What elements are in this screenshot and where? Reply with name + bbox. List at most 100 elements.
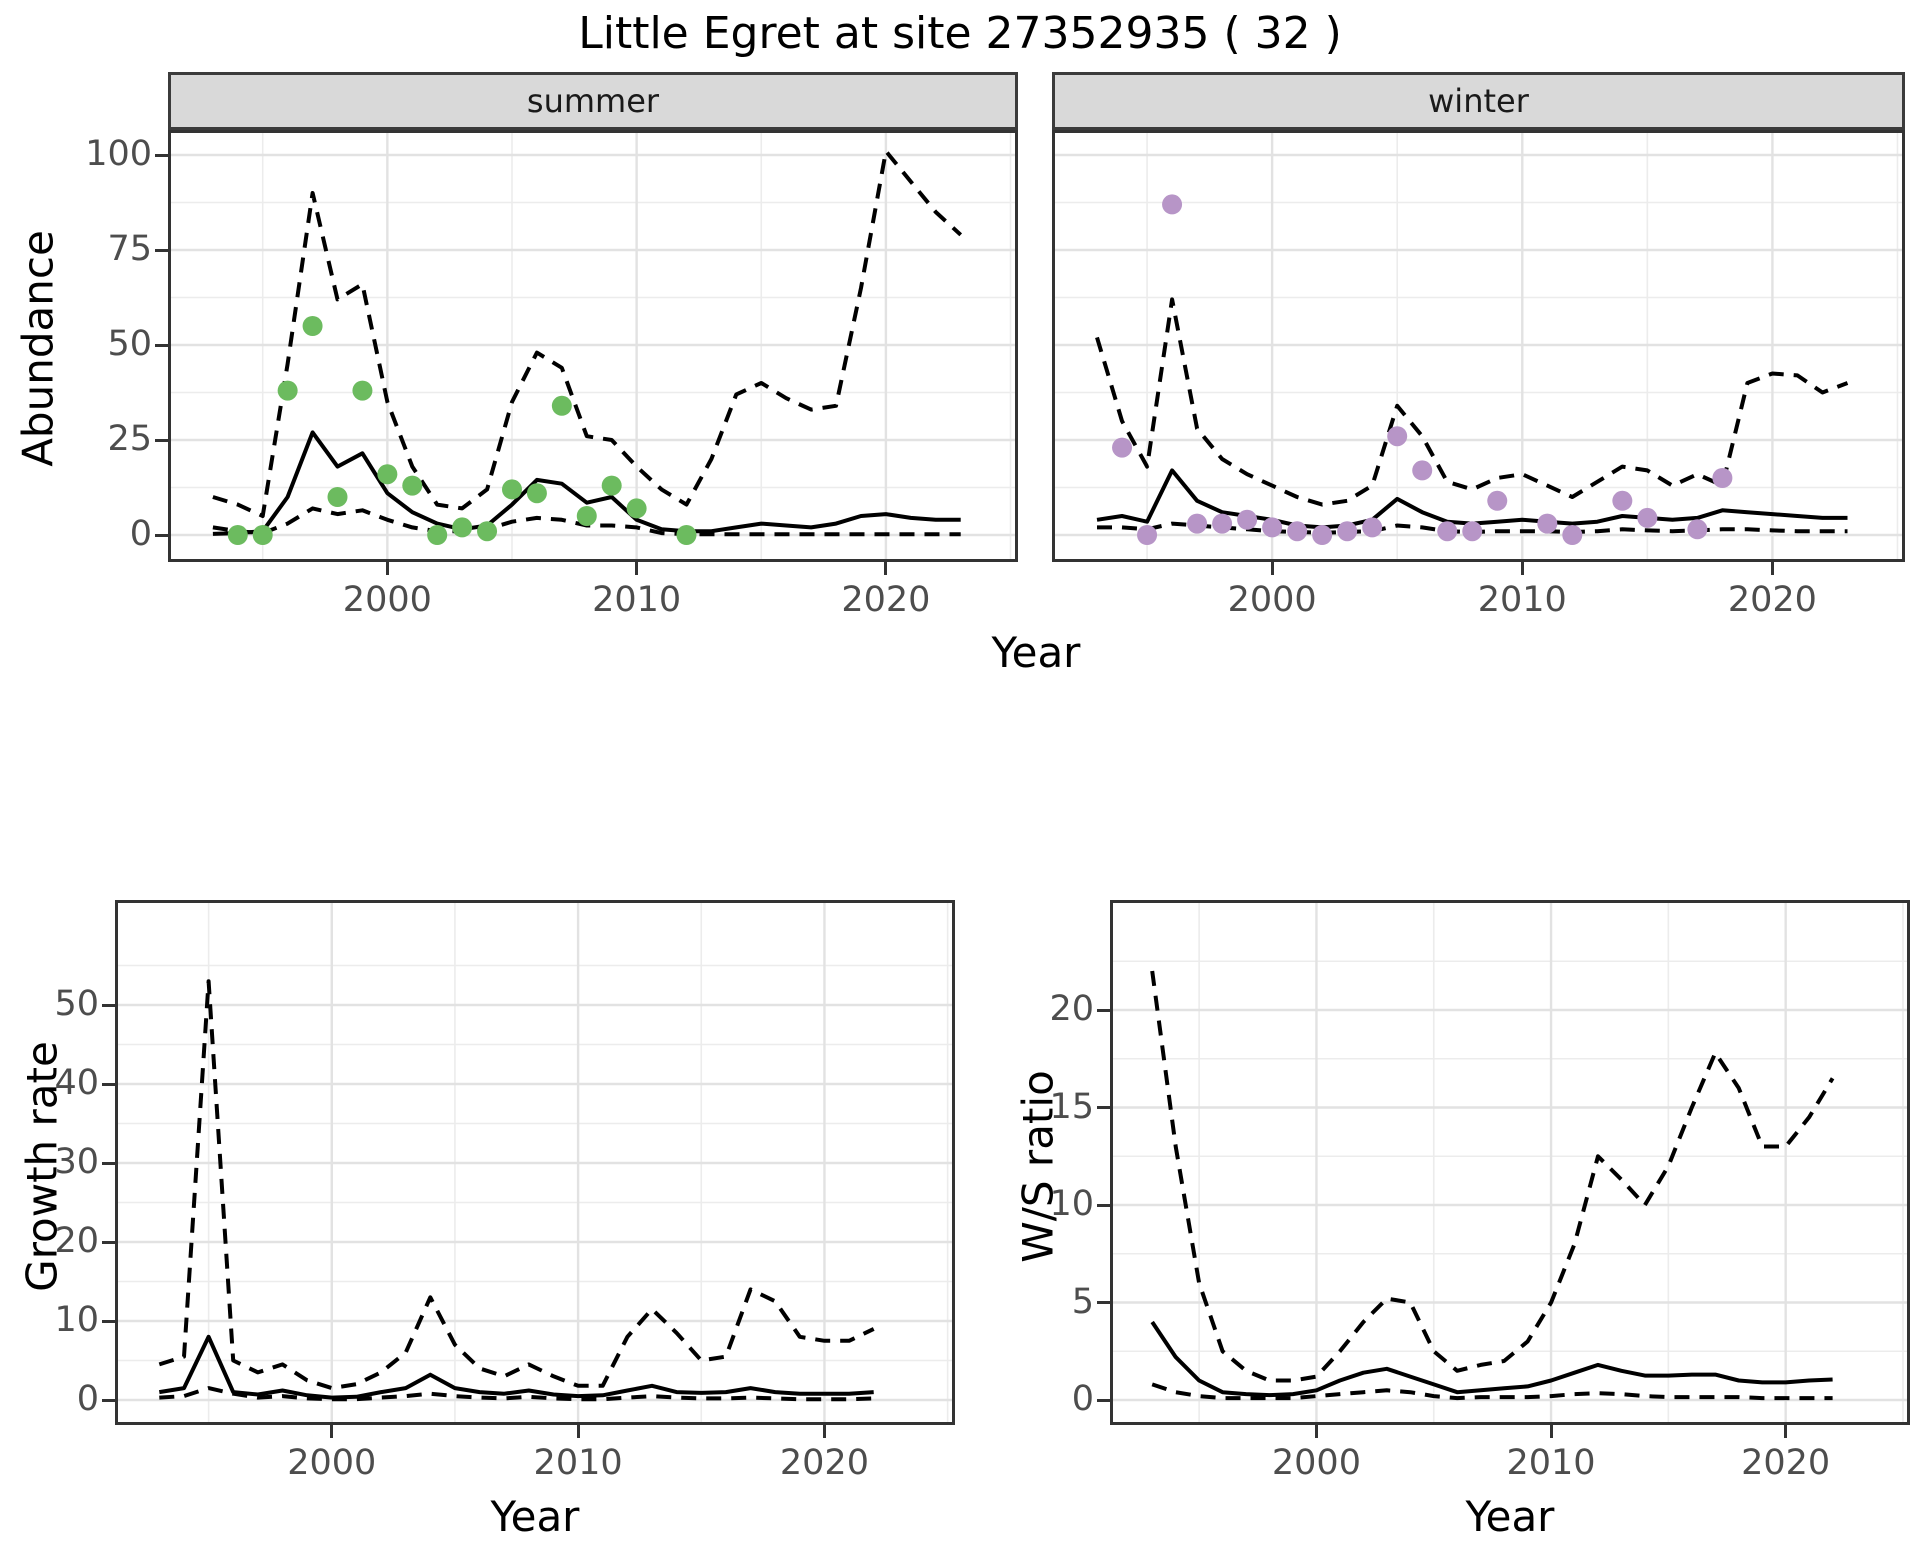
observation-point <box>526 483 547 504</box>
x-tick-label: 2010 <box>1477 580 1567 620</box>
panel-border <box>115 900 955 1425</box>
y-tick-label: 0 <box>1071 1379 1094 1419</box>
observation-point <box>377 464 398 485</box>
facet-strip-summer: summer <box>168 72 1018 130</box>
y-tick-label: 0 <box>76 1379 99 1419</box>
observation-point <box>1287 521 1308 542</box>
observation-point <box>1412 460 1433 481</box>
observation-point <box>1312 525 1333 545</box>
facet-label-summer: summer <box>526 82 660 120</box>
observation-point <box>302 316 323 336</box>
lower-ci-line <box>159 1386 874 1402</box>
x-tick-mark <box>1784 1425 1788 1438</box>
y-tick-label: 100 <box>85 134 152 174</box>
observed-counts-group <box>1112 194 1733 545</box>
upper-ci-line <box>158 979 875 1391</box>
observation-point <box>1712 468 1733 488</box>
observation-point <box>1487 490 1508 511</box>
x-axis-title-year-ws: Year <box>1465 1492 1555 1541</box>
page-title: Little Egret at site 27352935 ( 32 ) <box>578 8 1342 59</box>
x-tick-label: 2000 <box>1227 580 1317 620</box>
observation-point <box>1687 519 1708 540</box>
x-tick-label: 2020 <box>1727 580 1817 620</box>
x-tick-mark <box>576 1425 580 1438</box>
facet-label-winter: winter <box>1428 82 1529 120</box>
y-tick-mark <box>155 153 168 157</box>
x-tick-mark <box>1520 562 1524 575</box>
y-tick-mark <box>1097 1008 1110 1012</box>
observation-point <box>1237 509 1258 530</box>
observation-point <box>551 395 572 416</box>
y-tick-label: 40 <box>54 1063 99 1103</box>
observation-point <box>1437 521 1458 542</box>
y-tick-label: 50 <box>54 984 99 1024</box>
y-tick-label: 20 <box>1049 989 1094 1029</box>
observation-point <box>252 525 273 545</box>
median-line <box>1096 468 1848 530</box>
y-tick-mark <box>155 438 168 442</box>
observation-point <box>676 525 697 545</box>
observation-point <box>1537 513 1558 534</box>
observation-point <box>1337 521 1358 542</box>
x-tick-label: 2000 <box>287 1443 377 1483</box>
observation-point <box>1387 426 1408 447</box>
y-tick-label: 5 <box>1071 1281 1094 1322</box>
y-tick-mark <box>102 1082 115 1086</box>
observation-point <box>1137 525 1158 545</box>
x-tick-mark <box>1770 562 1774 575</box>
observation-point <box>1562 525 1583 545</box>
observation-point <box>1612 490 1633 511</box>
y-tick-mark <box>155 248 168 252</box>
y-axis-title-abundance: Abundance <box>13 230 63 467</box>
panel-border <box>168 130 1018 562</box>
observation-point <box>327 487 348 507</box>
observation-point <box>427 525 448 545</box>
x-tick-label: 2020 <box>1741 1443 1831 1483</box>
median-line <box>158 1334 874 1400</box>
panel-abundance-summer <box>168 130 1018 562</box>
observation-point <box>227 525 248 545</box>
x-tick-label: 2020 <box>779 1443 869 1483</box>
y-tick-label: 25 <box>107 419 152 459</box>
y-tick-mark <box>102 1240 115 1244</box>
observation-point <box>626 498 647 519</box>
y-tick-mark <box>155 533 168 537</box>
y-tick-mark <box>102 1319 115 1323</box>
median-line <box>212 430 961 536</box>
x-tick-mark <box>822 1425 826 1438</box>
observation-point <box>1112 437 1133 458</box>
x-tick-label: 2010 <box>1506 1443 1596 1483</box>
x-axis-title-year-top: Year <box>991 628 1081 677</box>
x-tick-label: 2000 <box>1271 1443 1361 1483</box>
median-line <box>1150 1320 1833 1398</box>
observation-point <box>501 479 522 500</box>
x-tick-label: 2010 <box>533 1443 623 1483</box>
y-tick-label: 50 <box>107 324 152 364</box>
observation-point <box>1262 517 1283 538</box>
panel-abundance-winter <box>1052 130 1905 562</box>
panel-ws-ratio <box>1110 900 1910 1425</box>
facet-strip-winter: winter <box>1052 72 1905 130</box>
observation-point <box>1212 513 1233 534</box>
x-tick-mark <box>330 1425 334 1438</box>
observation-point <box>1462 521 1483 542</box>
x-tick-mark <box>1314 1425 1318 1438</box>
x-axis-title-year-growth: Year <box>490 1492 580 1541</box>
observation-point <box>1637 507 1658 528</box>
observation-point <box>1362 517 1383 538</box>
observation-point <box>1187 513 1208 534</box>
x-tick-mark <box>385 562 389 575</box>
observation-point <box>576 506 597 526</box>
observation-point <box>402 475 423 496</box>
observation-point <box>477 521 498 542</box>
panel-growth-rate <box>115 900 955 1425</box>
x-tick-mark <box>1270 562 1274 575</box>
y-tick-mark <box>155 343 168 347</box>
y-tick-label: 30 <box>54 1142 99 1182</box>
observation-point <box>1162 194 1183 215</box>
x-tick-mark <box>884 562 888 575</box>
x-tick-label: 2020 <box>841 580 931 620</box>
y-tick-mark <box>102 1003 115 1007</box>
y-tick-mark <box>1097 1398 1110 1402</box>
